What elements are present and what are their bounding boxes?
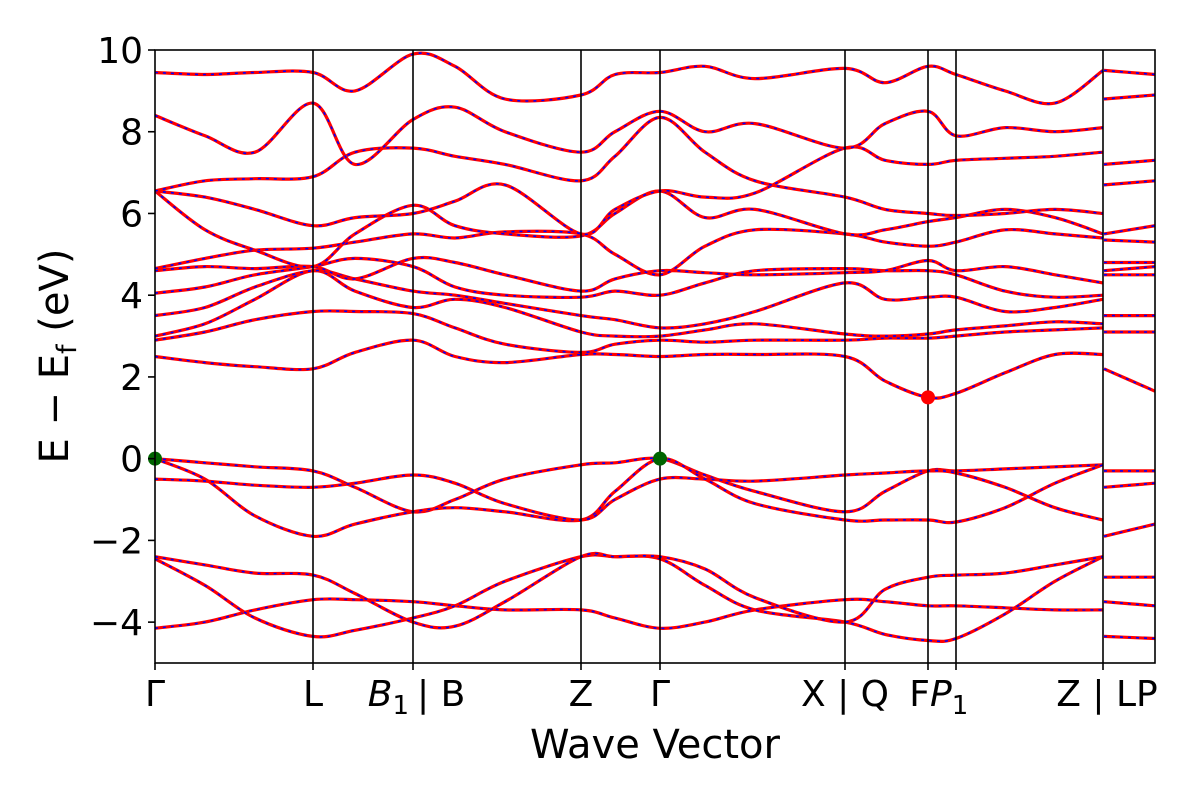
x-tick-label-8: F — [909, 674, 930, 715]
band-line-6-dashed-seg-2 — [1103, 523, 1155, 538]
band-line-7-seg-1 — [155, 338, 1104, 400]
x-tick-label-sub-9: 1 — [952, 691, 969, 721]
x-axis-title: Wave Vector — [530, 722, 781, 768]
band-line-13-dashed-seg-1 — [155, 228, 1104, 276]
y-tick-label-3: 0 — [120, 440, 143, 481]
band-line-6-dashed-seg-1 — [155, 470, 1104, 521]
band-line-12-dashed-seg-1 — [155, 256, 1104, 292]
k-path-separators — [312, 50, 1104, 663]
band-line-14-dashed-seg-2 — [1103, 224, 1155, 235]
band-line-2-dashed-seg-2 — [1103, 600, 1155, 607]
band-line-7-dashed-seg-1 — [155, 339, 1104, 399]
band-line-4-seg-1 — [155, 456, 1104, 514]
band-line-1-seg-1 — [155, 597, 1104, 630]
band-line-5-dashed-seg-2 — [1103, 482, 1155, 489]
band-line-17-dashed-seg-2 — [1103, 94, 1155, 100]
band-line-11-dashed-seg-2 — [1103, 265, 1155, 272]
vbm-marker-2 — [653, 451, 667, 466]
band-line-18-dashed-seg-2 — [1103, 69, 1155, 76]
y-axis-ticks: −4 −2 0 2 4 6 8 10 — [90, 31, 155, 644]
y-axis-title: E − Ef (eV) — [32, 249, 83, 464]
x-tick-label-7: X | Q — [801, 674, 889, 715]
x-tick-label-sub-3: 1 — [392, 691, 409, 721]
band-line-2-seg-1 — [155, 553, 1104, 644]
y-tick-label-7: 8 — [120, 113, 143, 154]
x-tick-label-3: B1 — [368, 674, 409, 721]
y-tick-label-1: −4 — [90, 603, 143, 644]
x-tick-label-5: Z — [569, 674, 594, 715]
band-line-3-dashed-seg-1 — [155, 552, 1104, 629]
x-tick-label-9: P1 — [930, 674, 968, 721]
band-line-15-dashed-seg-1 — [155, 146, 1104, 236]
cbm-marker-3 — [921, 390, 935, 405]
band-line-9-dashed-seg-1 — [155, 269, 1104, 338]
y-tick-label-2: −2 — [90, 521, 143, 562]
band-line-18-seg-1 — [155, 51, 1104, 106]
y-axis-title-sub: f — [52, 343, 83, 354]
band-line-17-dashed-seg-1 — [155, 102, 1104, 166]
band-edge-markers — [148, 390, 935, 466]
band-line-1-dashed-seg-2 — [1103, 635, 1155, 640]
band-line-10-dashed-seg-1 — [155, 269, 1104, 329]
band-line-4-dashed-seg-1 — [155, 457, 1104, 513]
band-line-3-seg-1 — [155, 551, 1104, 630]
band-line-16-dashed-seg-2 — [1103, 159, 1155, 166]
band-line-2-dashed-seg-1 — [155, 554, 1104, 643]
x-tick-label-4: | B — [417, 674, 465, 715]
band-line-13-dashed-seg-2 — [1103, 239, 1155, 243]
x-tick-label-10: Z | LP — [1056, 674, 1157, 715]
band-line-9-seg-1 — [155, 269, 1104, 339]
band-line-7-seg-2 — [1103, 367, 1155, 393]
x-tick-label-6: Γ — [650, 674, 670, 715]
bands-layer — [155, 51, 1155, 644]
y-tick-label-8: 10 — [97, 31, 143, 72]
band-line-8-seg-1 — [155, 309, 1104, 355]
x-tick-label-main-3: B — [368, 674, 393, 715]
y-axis-title-unit: (eV) — [32, 249, 78, 345]
band-line-15-seg-1 — [155, 145, 1104, 236]
x-tick-label-main-9: P — [930, 674, 952, 715]
y-tick-label-4: 2 — [120, 358, 143, 399]
band-line-8-dashed-seg-1 — [155, 310, 1104, 354]
band-line-1-dashed-seg-1 — [155, 598, 1104, 630]
band-line-11-dashed-seg-1 — [155, 257, 1104, 299]
plot-frame — [154, 49, 1156, 664]
band-line-10-seg-1 — [155, 268, 1104, 330]
x-tick-label-1: Γ — [145, 674, 165, 715]
y-tick-label-6: 6 — [120, 194, 143, 235]
band-line-15-dashed-seg-2 — [1103, 180, 1155, 186]
band-line-14-dashed-seg-1 — [155, 190, 1104, 268]
band-line-16-dashed-seg-1 — [155, 116, 1104, 217]
band-line-18-dashed-seg-1 — [155, 52, 1104, 105]
y-axis-title-main: E − E — [32, 354, 78, 464]
band-line-5-dashed-seg-1 — [155, 457, 1104, 538]
y-tick-label-5: 4 — [120, 276, 143, 317]
band-line-17-seg-1 — [155, 101, 1104, 167]
x-tick-label-2: L — [303, 674, 323, 715]
